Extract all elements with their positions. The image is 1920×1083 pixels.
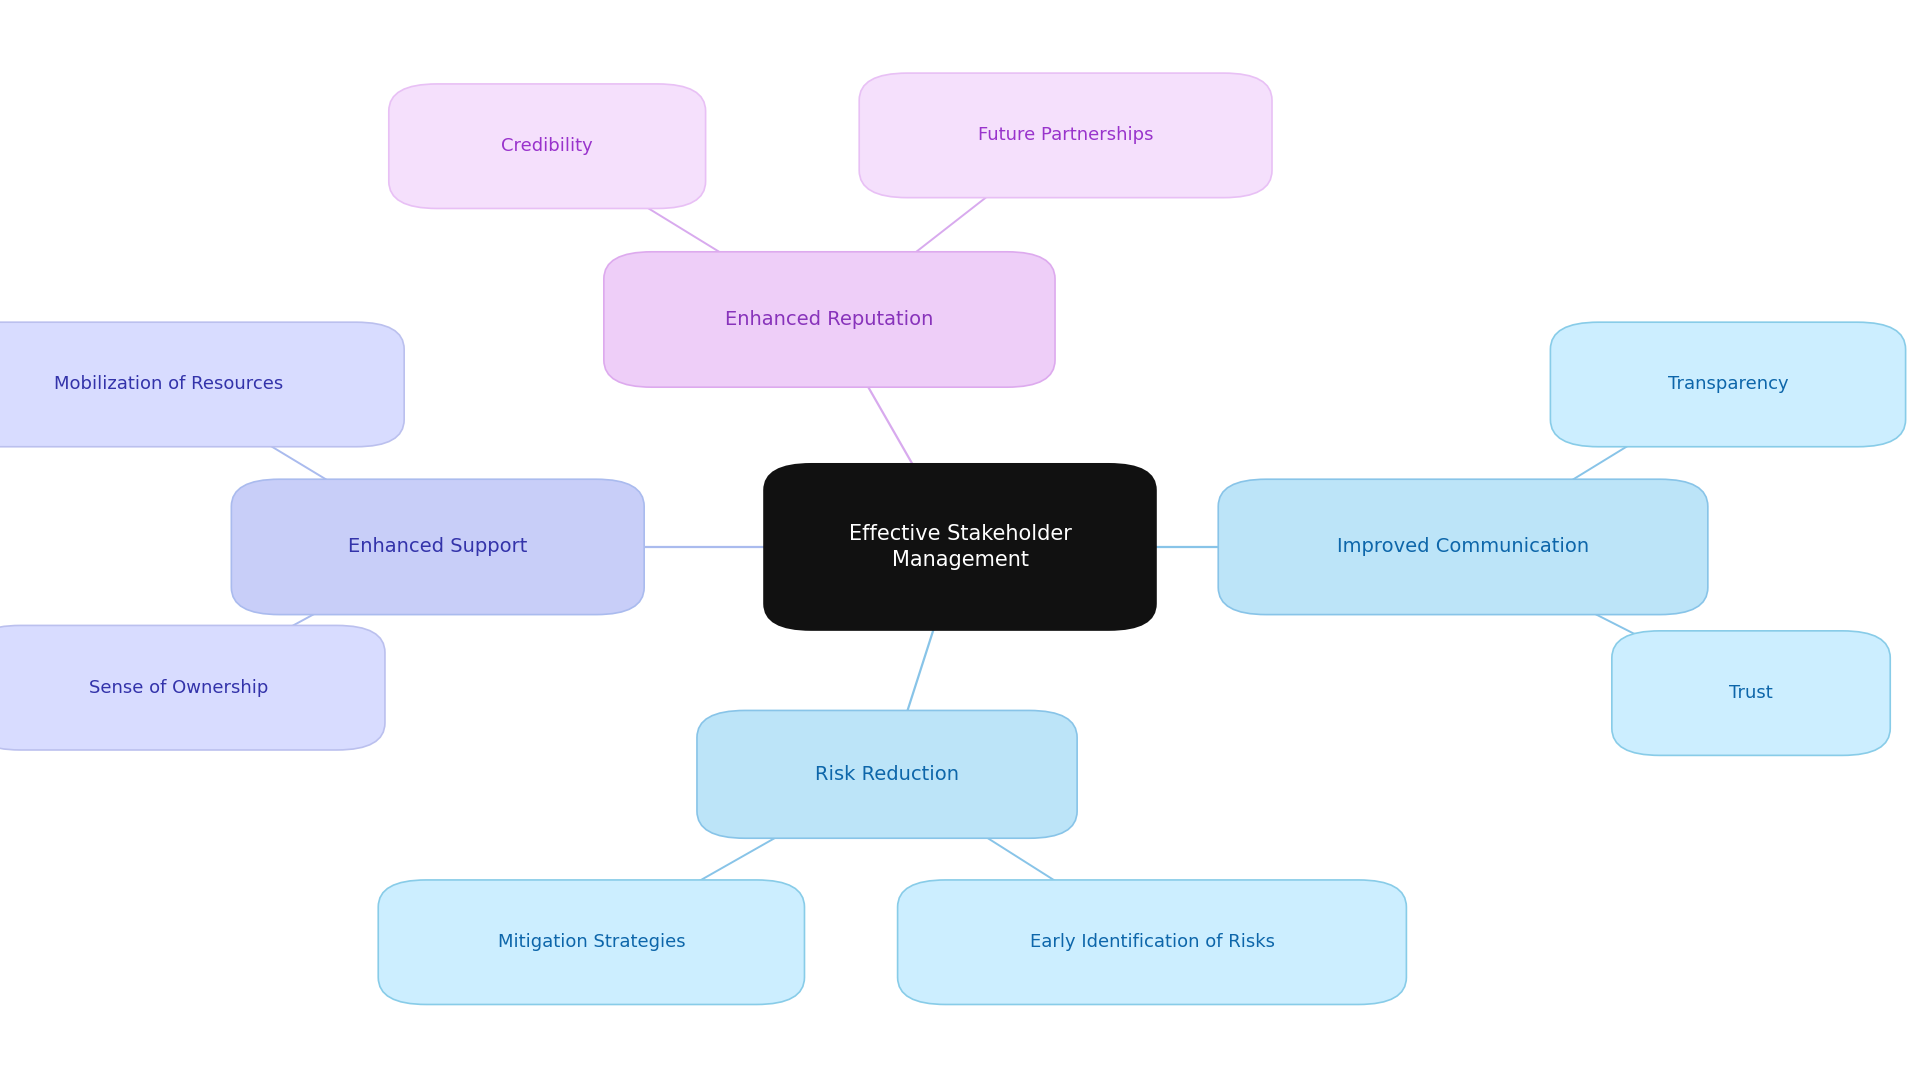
Text: Risk Reduction: Risk Reduction (816, 765, 960, 784)
Text: Improved Communication: Improved Communication (1336, 537, 1590, 557)
FancyBboxPatch shape (697, 710, 1077, 838)
FancyBboxPatch shape (378, 879, 804, 1005)
Text: Enhanced Support: Enhanced Support (348, 537, 528, 557)
Text: Effective Stakeholder
Management: Effective Stakeholder Management (849, 524, 1071, 570)
Text: Credibility: Credibility (501, 138, 593, 155)
Text: Future Partnerships: Future Partnerships (977, 127, 1154, 144)
Text: Transparency: Transparency (1668, 376, 1788, 393)
FancyBboxPatch shape (388, 84, 707, 208)
FancyBboxPatch shape (0, 323, 403, 446)
Text: Sense of Ownership: Sense of Ownership (88, 679, 269, 696)
FancyBboxPatch shape (1217, 479, 1709, 615)
FancyBboxPatch shape (232, 479, 645, 615)
FancyBboxPatch shape (1551, 323, 1905, 446)
FancyBboxPatch shape (603, 252, 1056, 388)
FancyBboxPatch shape (897, 879, 1405, 1005)
Text: Early Identification of Risks: Early Identification of Risks (1029, 934, 1275, 951)
Text: Mitigation Strategies: Mitigation Strategies (497, 934, 685, 951)
Text: Enhanced Reputation: Enhanced Reputation (726, 310, 933, 329)
FancyBboxPatch shape (1613, 630, 1889, 756)
FancyBboxPatch shape (860, 74, 1273, 198)
FancyBboxPatch shape (762, 464, 1156, 630)
Text: Trust: Trust (1730, 684, 1772, 702)
FancyBboxPatch shape (0, 626, 384, 749)
Text: Mobilization of Resources: Mobilization of Resources (54, 376, 284, 393)
